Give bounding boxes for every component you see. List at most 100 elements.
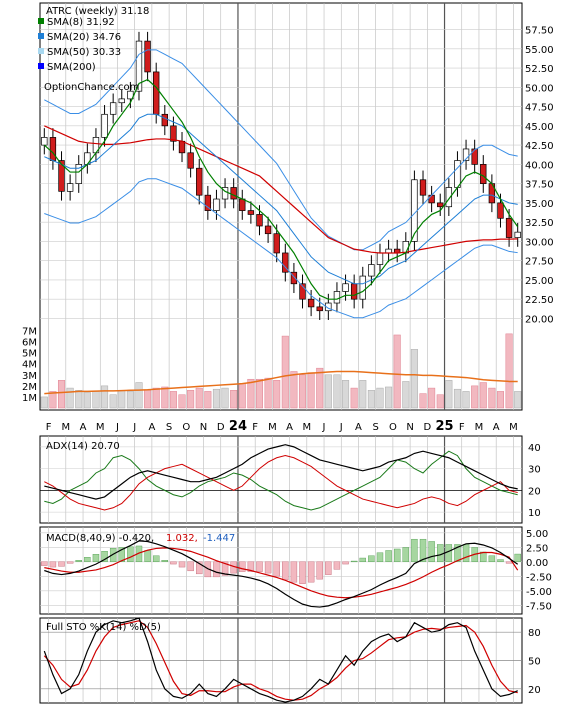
stochastic-label: Full STO %K(14) %D(5) xyxy=(46,622,161,633)
x-tick-label: O xyxy=(389,422,397,433)
volume-bar xyxy=(109,394,117,409)
volume-bar xyxy=(118,390,126,409)
candle-body xyxy=(66,183,74,192)
candle-body xyxy=(144,40,151,73)
x-tick-label: A xyxy=(286,422,293,433)
volume-bar xyxy=(367,390,375,409)
volume-bar xyxy=(514,391,522,409)
volume-bar xyxy=(410,349,418,409)
candle-body xyxy=(299,283,306,300)
macd-histogram-bar xyxy=(187,561,194,572)
volume-bar xyxy=(324,374,332,409)
macd-histogram-bar xyxy=(316,561,323,580)
macd-histogram-bar xyxy=(41,561,48,566)
candle-body xyxy=(256,214,263,227)
macd-histogram-bar xyxy=(239,561,246,572)
volume-bar xyxy=(126,391,134,409)
candle-body xyxy=(187,152,194,169)
macd-histogram-bar xyxy=(445,544,453,563)
adx-tick-label: 10 xyxy=(528,508,541,519)
macd-histogram-bar xyxy=(75,560,82,562)
macd-histogram-bar xyxy=(66,561,74,564)
volume-bar xyxy=(101,385,109,409)
volume-bar xyxy=(471,385,479,409)
legend-entry: SMA(8) 31.92 xyxy=(47,17,115,28)
x-tick-label: S xyxy=(372,422,378,433)
volume-bar xyxy=(221,387,229,409)
macd-histogram-bar xyxy=(161,560,169,562)
stochastic-tick-label: 50 xyxy=(528,657,541,668)
adx-tick-label: 40 xyxy=(528,443,541,454)
macd-histogram-bar xyxy=(462,544,470,563)
macd-line xyxy=(44,540,519,608)
panel-frame xyxy=(39,526,523,615)
candle-body xyxy=(514,231,521,238)
macd-histogram-bar xyxy=(368,555,375,563)
macd-histogram-bar xyxy=(505,561,513,564)
candle-body xyxy=(480,164,487,184)
macd-histogram-bar xyxy=(402,547,410,562)
price-tick-label: 57.50 xyxy=(525,26,554,37)
macd-histogram-bar xyxy=(196,561,203,575)
candle-body xyxy=(101,113,108,138)
macd-histogram-bar xyxy=(221,561,229,576)
adx-label: ADX(14) 20.70 xyxy=(46,441,120,452)
x-tick-label: A xyxy=(493,422,500,433)
volume-bar xyxy=(290,371,298,409)
price-tick-label: 45.00 xyxy=(525,122,554,133)
volume-bar xyxy=(333,374,341,409)
volume-bar xyxy=(238,383,246,409)
candle-body xyxy=(368,264,375,277)
candle-body xyxy=(170,125,177,142)
macd-histogram-bar xyxy=(118,547,125,562)
x-tick-label: M xyxy=(268,422,277,433)
volume-bar xyxy=(453,388,461,409)
macd-histogram-bar xyxy=(84,557,91,563)
macd-histogram-bar xyxy=(264,561,272,574)
sma50-line xyxy=(44,125,518,254)
candle-body xyxy=(247,210,255,215)
stochastic-tick-label: 80 xyxy=(528,628,541,639)
volume-bar xyxy=(281,335,289,409)
x-tick-label: N xyxy=(406,422,413,433)
stochastic-d-line xyxy=(43,620,518,701)
volume-bar xyxy=(169,391,177,409)
volume-tick-label: 3M xyxy=(22,371,37,382)
price-tick-label: 55.00 xyxy=(525,45,554,56)
macd-histogram-bar xyxy=(488,555,496,563)
macd-tick-label: -7.50 xyxy=(526,601,552,612)
volume-bar xyxy=(92,391,100,409)
candle-body xyxy=(333,291,341,304)
candle-body xyxy=(109,102,117,115)
x-tick-label: F xyxy=(252,422,258,433)
volume-bar xyxy=(49,391,57,409)
price-tick-label: 22.50 xyxy=(525,295,554,306)
volume-bar xyxy=(178,394,186,409)
candle-body xyxy=(230,187,237,200)
x-tick-label: M xyxy=(303,422,312,433)
volume-bar xyxy=(255,378,264,409)
volume-bar xyxy=(66,387,74,409)
macd-histogram-bar xyxy=(411,538,418,562)
volume-tick-label: 1M xyxy=(22,393,37,404)
x-tick-label: O xyxy=(182,422,190,433)
candle-body xyxy=(161,113,168,127)
macd-histogram-bar xyxy=(514,553,521,562)
macd-histogram-bar xyxy=(290,561,298,583)
upper-band-line xyxy=(44,49,518,251)
price-tick-label: 30.00 xyxy=(525,237,554,248)
plus-di-line xyxy=(44,450,518,511)
panel-frame xyxy=(39,435,523,524)
adx-tick-label: 30 xyxy=(528,465,541,476)
volume-bar xyxy=(204,391,212,409)
volume-tick-label: 2M xyxy=(22,382,37,393)
x-tick-label: F xyxy=(459,422,465,433)
legend-entry: SMA(20) 34.76 xyxy=(47,32,121,43)
price-tick-label: 32.50 xyxy=(525,218,554,229)
macd-signal-line xyxy=(44,547,519,599)
macd-histogram-bar xyxy=(273,561,280,577)
candle-body xyxy=(505,217,513,238)
macd-histogram-bar xyxy=(419,538,427,562)
candle-body xyxy=(359,275,366,300)
watermark: OptionChance.com xyxy=(44,82,139,93)
